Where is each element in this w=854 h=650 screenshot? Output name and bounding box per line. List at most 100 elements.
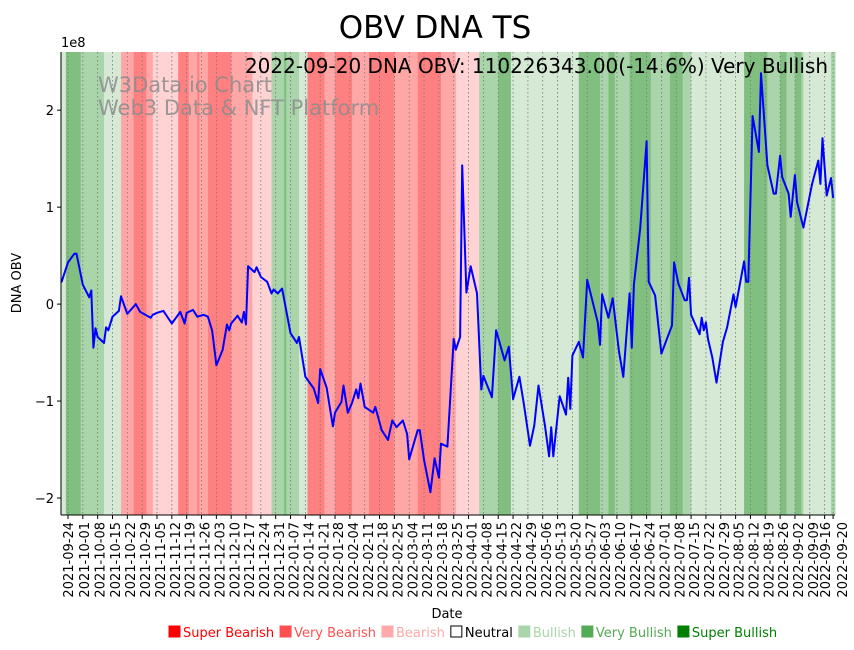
x-tick-label: 2022-02-11 [362, 522, 377, 598]
obv-point [645, 140, 648, 143]
band-very-bullish [682, 52, 692, 515]
obv-point [179, 310, 182, 313]
y-ticks: −2 −1 0 1 2 [35, 104, 61, 507]
obv-point [673, 261, 676, 264]
band-super-bearish [133, 52, 147, 515]
obv-point [781, 176, 784, 178]
x-tick-label: 2021-11-26 [199, 522, 214, 598]
x-tick-label: 2022-01-14 [302, 522, 317, 598]
obv-point [340, 401, 343, 403]
band-super-bullish [65, 52, 82, 515]
obv-point [355, 388, 358, 391]
x-tick-label: 2022-06-03 [599, 522, 614, 598]
x-tick-label: 2022-01-07 [288, 522, 303, 598]
obv-point [429, 491, 432, 494]
band-very-bearish [188, 52, 198, 515]
y-tick-label: −1 [35, 395, 54, 410]
legend-label-super-bullish: Super Bullish [692, 626, 777, 641]
y-axis-label: DNA OBV [10, 253, 25, 314]
obv-point [363, 405, 366, 408]
band-bearish [252, 52, 272, 515]
x-tick-label: 2022-07-15 [688, 522, 703, 598]
x-tick-label: 2022-07-08 [673, 522, 688, 598]
obv-point [507, 345, 510, 348]
obv-points [60, 72, 834, 494]
obv-point [92, 346, 95, 349]
band-very-bullish [767, 52, 781, 515]
x-tick-label: 2022-09-02 [792, 522, 807, 598]
x-tick-label: 2022-06-10 [614, 522, 629, 598]
obv-point [103, 341, 105, 344]
obv-point [342, 384, 345, 387]
obv-point [437, 476, 440, 479]
obv-point [543, 424, 546, 427]
obv-point [518, 375, 521, 378]
band-super-bullish [669, 52, 684, 515]
obv-series-line [60, 72, 835, 494]
legend-swatch-super-bearish [168, 625, 181, 638]
x-tick-label: 2022-08-19 [762, 522, 777, 598]
legend-swatch-bearish [381, 625, 394, 638]
obv-point [221, 348, 224, 351]
obv-point [440, 442, 442, 445]
band-very-bullish [614, 52, 631, 515]
obv-point [772, 192, 775, 195]
obv-point [747, 280, 750, 283]
band-very-bearish [146, 52, 154, 515]
obv-point [779, 154, 782, 157]
obv-point [372, 411, 375, 414]
obv-point [67, 261, 69, 264]
obv-point [423, 459, 425, 462]
obv-point [149, 316, 152, 319]
chart-title: OBV DNA TS [339, 10, 532, 46]
x-tick-label: 2022-06-24 [644, 522, 659, 598]
band-very-bearish [120, 52, 135, 515]
x-tick-label: 2022-07-22 [703, 522, 718, 598]
obv-point [552, 455, 555, 458]
obv-point [821, 137, 824, 140]
obv-point [660, 352, 663, 355]
obv-point [395, 426, 398, 429]
obv-point [482, 374, 485, 377]
obv-point [387, 438, 389, 441]
obv-point [698, 333, 701, 336]
obv-point [418, 429, 421, 432]
band-super-bearish [207, 52, 232, 515]
obv-point [230, 322, 233, 325]
band-super-bearish [417, 52, 442, 515]
obv-point [215, 364, 218, 367]
obv-point [469, 265, 472, 268]
obv-point [401, 419, 404, 422]
x-tick-label: 2022-03-18 [436, 522, 451, 598]
obv-point [702, 329, 705, 332]
band-super-bullish [608, 52, 616, 515]
obv-point [751, 115, 754, 117]
obv-point [700, 316, 703, 319]
obv-point [406, 433, 408, 435]
x-tick-label: 2021-12-17 [243, 522, 258, 598]
band-super-bullish [780, 52, 787, 515]
obv-point [459, 336, 461, 338]
x-tick-label: 2022-04-08 [480, 522, 495, 598]
obv-point [503, 359, 506, 362]
obv-point [259, 276, 262, 278]
obv-point [289, 332, 292, 335]
x-tick-label: 2022-07-29 [718, 522, 733, 598]
obv-point [715, 381, 718, 384]
legend-swatch-very-bearish [279, 625, 292, 638]
obv-point [183, 322, 186, 325]
obv-point [677, 282, 680, 285]
obv-point [211, 329, 214, 332]
band-bullish [691, 52, 745, 515]
x-tick-label: 2022-05-13 [555, 522, 570, 598]
obv-point [512, 398, 514, 401]
band-bullish [510, 52, 580, 515]
x-tick-label: 2022-04-01 [466, 522, 481, 598]
x-tick-label: 2022-04-22 [510, 522, 525, 598]
legend-swatch-very-bullish [581, 625, 594, 638]
obv-point [380, 429, 383, 432]
obv-point [745, 280, 748, 283]
obv-point [639, 227, 642, 230]
legend-swatch-super-bullish [677, 625, 690, 638]
x-tick-label: 2021-11-12 [169, 522, 184, 598]
